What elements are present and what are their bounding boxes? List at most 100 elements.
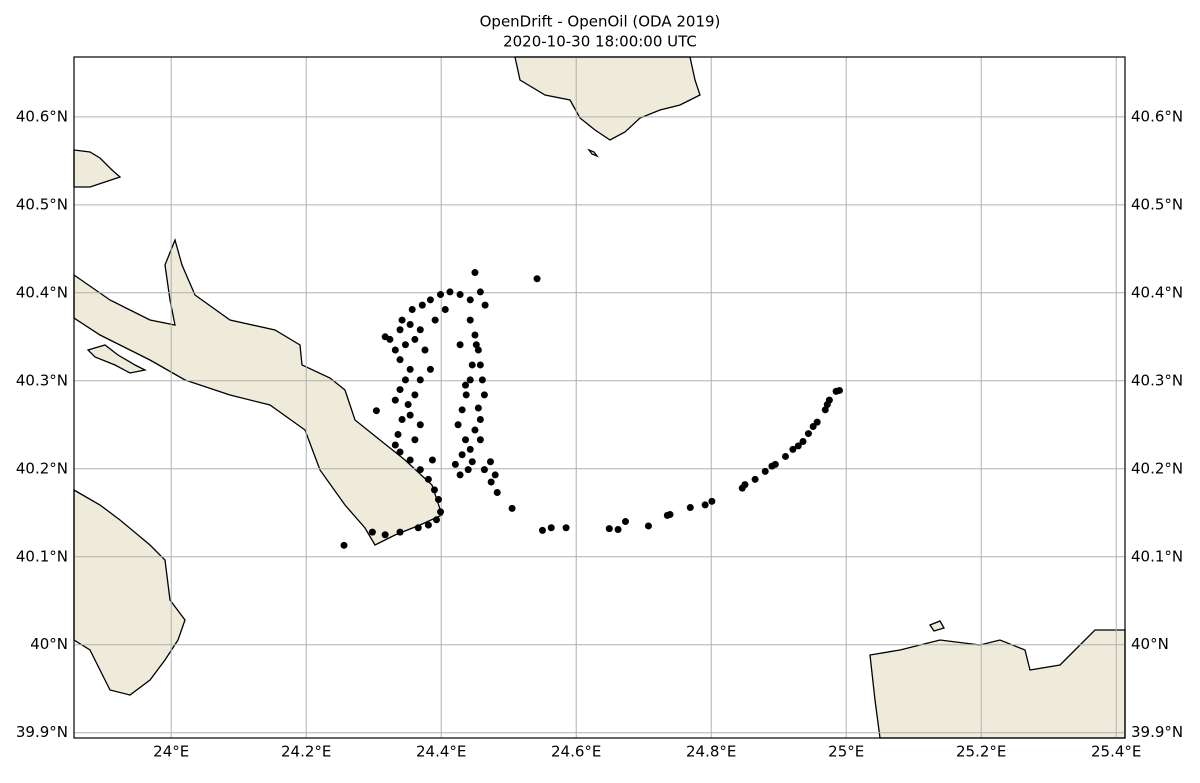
oil-particle (411, 436, 419, 444)
oil-particle (464, 466, 472, 474)
oil-particle (472, 341, 480, 349)
oil-particle (533, 275, 541, 283)
oil-particle (487, 478, 495, 486)
oil-particle (476, 436, 484, 444)
x-tick-label: 24.8°E (686, 743, 736, 761)
coast (514, 56, 701, 141)
oil-particle (401, 376, 409, 384)
y-tick-label-right: 40.6°N (1131, 107, 1183, 125)
oil-particle (468, 458, 476, 466)
oil-particle (644, 522, 652, 530)
oil-particle (480, 466, 488, 474)
oil-particle (789, 445, 797, 453)
oil-particle (381, 531, 389, 539)
oil-particle (781, 452, 789, 460)
oil-particle (605, 525, 613, 533)
oil-particle (411, 391, 419, 399)
oil-particle (456, 471, 464, 479)
coast (73, 237, 443, 546)
oil-particle (398, 316, 406, 324)
oil-particle (398, 415, 406, 423)
oil-particle (396, 356, 404, 364)
oil-particle (396, 326, 404, 334)
x-tick-label: 24.6°E (551, 743, 601, 761)
oil-particle (456, 341, 464, 349)
oil-particle (462, 391, 470, 399)
x-tick-label: 24.2°E (281, 743, 331, 761)
oil-particle (466, 316, 474, 324)
oil-particle (476, 415, 484, 423)
oil-particle (832, 387, 840, 395)
oil-particle (794, 442, 802, 450)
oil-particle (416, 326, 424, 334)
oil-particle (474, 346, 482, 354)
oil-particle (396, 528, 404, 536)
oil-particle (458, 406, 466, 414)
oil-particle (547, 524, 555, 532)
oil-particle (406, 411, 414, 419)
x-tick-label: 24.4°E (416, 743, 466, 761)
oil-particle (474, 404, 482, 412)
oil-particle (458, 451, 466, 459)
oil-particle (451, 460, 459, 468)
oil-particle (621, 518, 629, 526)
coast (86, 344, 147, 374)
y-tick-label: 40.1°N (16, 547, 68, 565)
oil-particle (386, 335, 394, 343)
oil-particle (476, 361, 484, 369)
oil-particle (404, 401, 412, 409)
oil-particle (468, 361, 476, 369)
oil-particle (462, 381, 470, 389)
y-tick-label-right: 39.9°N (1131, 723, 1183, 741)
y-tick-label: 40.3°N (16, 371, 68, 389)
oil-particle (441, 306, 449, 314)
oil-particle (456, 291, 464, 299)
oil-particle (432, 516, 440, 524)
x-tick-label: 24°E (153, 743, 189, 761)
y-tick-label: 39.9°N (16, 723, 68, 741)
oil-particle (437, 508, 445, 516)
oil-particle (809, 423, 817, 431)
oil-particle (340, 541, 348, 549)
oil-particle (813, 418, 821, 426)
oil-particle (538, 526, 546, 534)
chart-title: OpenDrift - OpenOil (ODA 2019) (480, 13, 721, 31)
oil-particle (708, 497, 716, 505)
oil-particle (431, 316, 439, 324)
oil-particle (408, 306, 416, 314)
y-tick-label-right: 40.4°N (1131, 283, 1183, 301)
oil-particle (614, 525, 622, 533)
oil-particle (414, 524, 422, 532)
y-tick-label: 40.5°N (16, 195, 68, 213)
coast (73, 488, 186, 696)
oil-particle (391, 346, 399, 354)
oil-particle (424, 521, 432, 529)
oil-particle (446, 288, 454, 296)
oil-particle (471, 269, 479, 277)
plot-frame (73, 56, 1126, 739)
oil-particle (471, 426, 479, 434)
oil-particle (430, 486, 438, 494)
oil-particle (424, 475, 432, 483)
oil-particle (701, 501, 709, 509)
y-tick-label-right: 40°N (1131, 635, 1169, 653)
oil-particle (471, 331, 479, 339)
oil-particle (406, 456, 414, 464)
y-tick-label: 40.2°N (16, 459, 68, 477)
oil-particle (480, 391, 488, 399)
oil-particle (426, 296, 434, 304)
oil-particle (416, 421, 424, 429)
coast (929, 620, 945, 632)
oil-particle (394, 430, 402, 438)
oil-particle (761, 467, 769, 475)
x-tick-label: 25.4°E (1091, 743, 1141, 761)
y-tick-label-right: 40.5°N (1131, 195, 1183, 213)
oil-particle (478, 376, 486, 384)
oil-particle (481, 301, 489, 309)
oil-particle (435, 496, 443, 504)
oil-particle (421, 346, 429, 354)
oil-particle (372, 407, 380, 415)
oil-particle (411, 335, 419, 343)
